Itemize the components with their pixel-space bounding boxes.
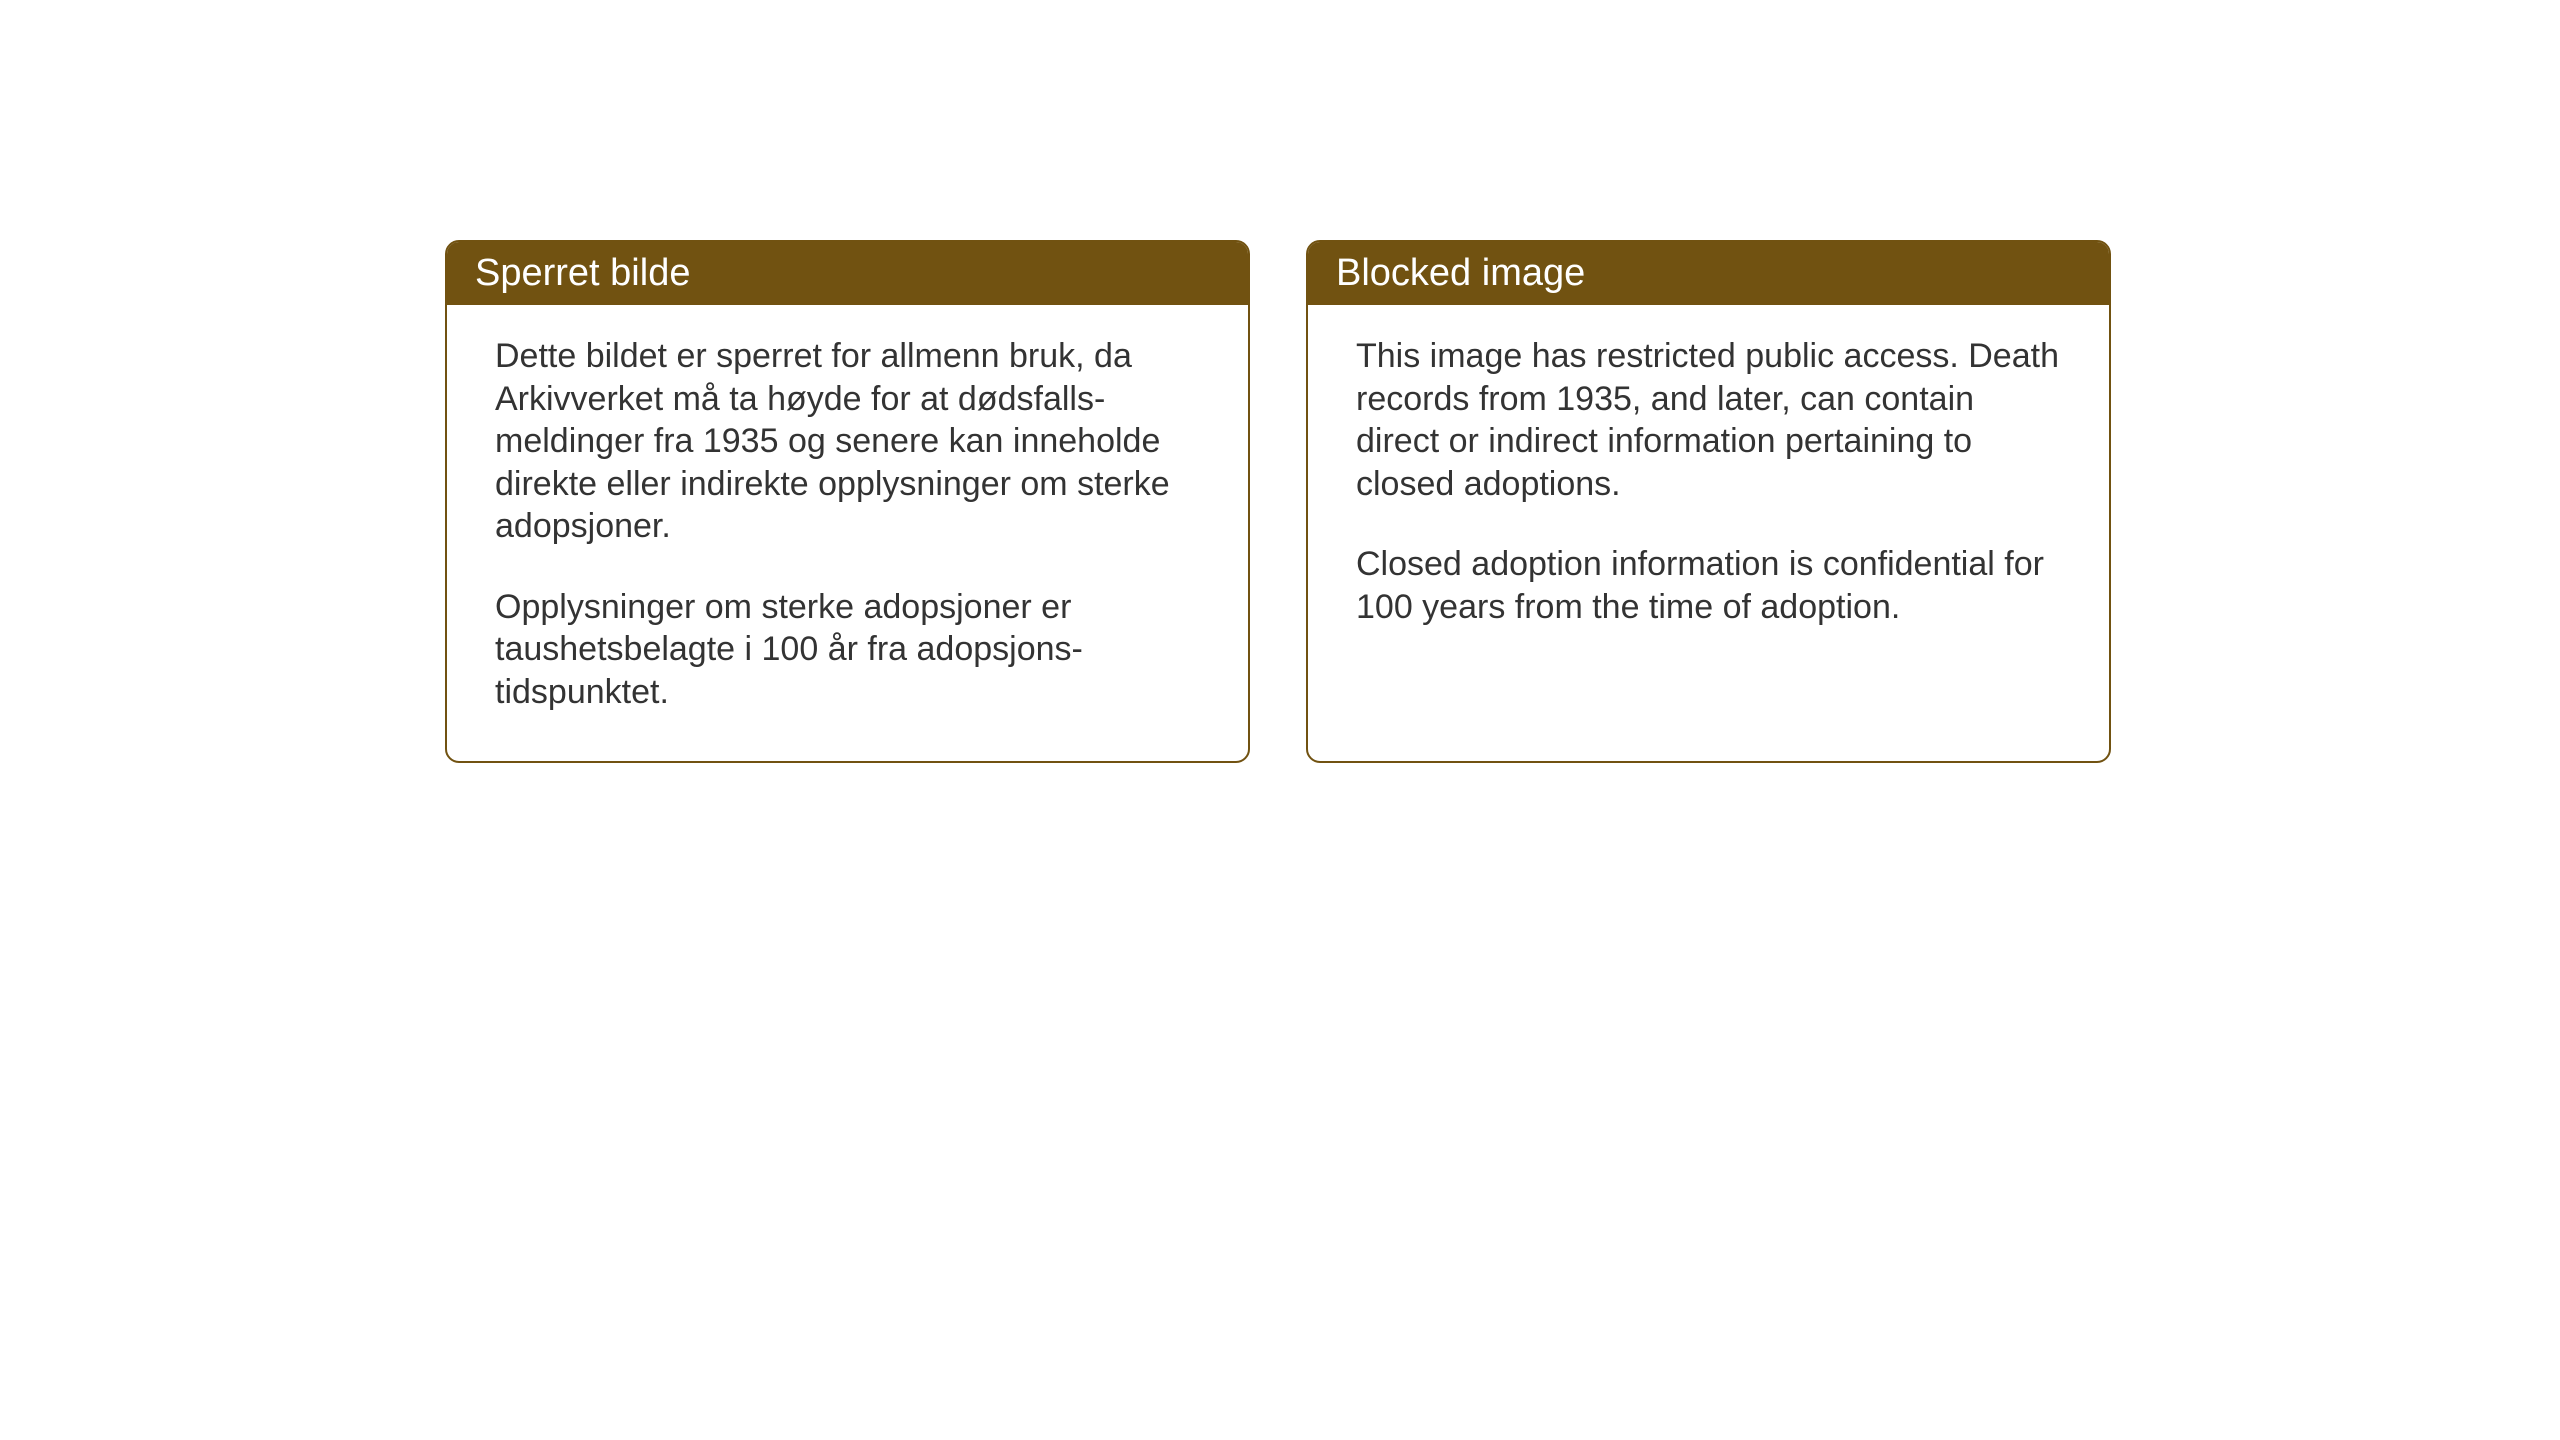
notice-title-english: Blocked image [1336,252,1585,294]
notice-header-norwegian: Sperret bilde [447,242,1248,305]
notice-card-norwegian: Sperret bilde Dette bildet er sperret fo… [445,240,1250,763]
notice-paragraph-2-norwegian: Opplysninger om sterke adopsjoner er tau… [495,586,1200,714]
notice-body-english: This image has restricted public access.… [1308,305,2109,676]
notice-header-english: Blocked image [1308,242,2109,305]
notice-paragraph-1-norwegian: Dette bildet er sperret for allmenn bruk… [495,335,1200,548]
notice-container: Sperret bilde Dette bildet er sperret fo… [445,240,2111,763]
notice-paragraph-2-english: Closed adoption information is confident… [1356,543,2061,628]
notice-body-norwegian: Dette bildet er sperret for allmenn bruk… [447,305,1248,761]
notice-paragraph-1-english: This image has restricted public access.… [1356,335,2061,505]
notice-card-english: Blocked image This image has restricted … [1306,240,2111,763]
notice-title-norwegian: Sperret bilde [475,252,690,294]
